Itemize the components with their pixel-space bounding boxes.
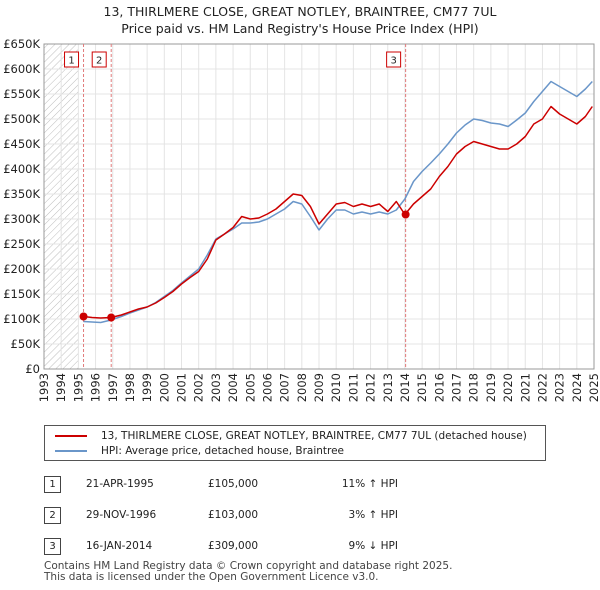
x-tick-label: 2017 (450, 373, 464, 402)
transaction-date: 29-NOV-1996 (86, 509, 157, 521)
x-tick-label: 2024 (570, 373, 584, 402)
legend-hpi: HPI: Average price, detached house, Brai… (45, 443, 344, 458)
x-tick-label: 2005 (243, 373, 257, 402)
sale-point (79, 312, 88, 321)
y-tick-label: £500K (3, 112, 40, 126)
x-tick-label: 1996 (89, 373, 103, 402)
x-tick-label: 2012 (364, 373, 378, 402)
y-tick-label: £50K (11, 337, 41, 351)
y-tick-label: £600K (3, 62, 40, 76)
x-tick-label: 2001 (175, 373, 189, 402)
transaction-hpi: 11% ↑ HPI (341, 478, 398, 490)
legend-property: 13, THIRLMERE CLOSE, GREAT NOTLEY, BRAIN… (45, 428, 527, 443)
x-tick-label: 2015 (415, 373, 429, 402)
marker-box (64, 51, 80, 68)
transaction-price: £105,000 (208, 478, 259, 490)
x-tick-label: 2025 (587, 373, 600, 402)
legend-hpi-swatch (55, 449, 87, 452)
x-tick-label: 2018 (467, 373, 481, 402)
x-tick-label: 2002 (192, 373, 206, 402)
legend: 13, THIRLMERE CLOSE, GREAT NOTLEY, BRAIN… (44, 425, 546, 461)
x-tick-label: 2010 (329, 373, 343, 402)
y-tick-label: £450K (3, 137, 40, 151)
chart-subtitle: Price paid vs. HM Land Registry's House … (121, 21, 479, 36)
legend-property-swatch (55, 434, 87, 437)
transaction-price: £103,000 (208, 509, 259, 521)
legend-hpi-label: HPI: Average price, detached house, Brai… (101, 444, 345, 457)
x-tick-label: 2020 (501, 373, 515, 402)
y-tick-label: £550K (3, 87, 40, 101)
plot-frame (43, 43, 595, 370)
marker-box (386, 51, 402, 68)
hpi-line (83, 80, 593, 324)
property-price-line (83, 105, 593, 319)
x-tick-label: 1998 (123, 373, 137, 402)
y-tick-label: £650K (3, 37, 40, 51)
transaction-number: 1 (44, 476, 61, 493)
footer: Contains HM Land Registry data © Crown c… (44, 561, 452, 583)
transaction-hpi: 3% ↑ HPI (348, 509, 398, 521)
sale-point (401, 210, 410, 219)
x-tick-label: 2016 (432, 373, 446, 402)
x-tick-label: 2022 (535, 373, 549, 402)
y-tick-label: £250K (3, 237, 40, 251)
y-tick-label: £200K (3, 262, 40, 276)
y-tick-label: £300K (3, 212, 40, 226)
marker-label: 1 (68, 56, 74, 67)
x-tick-label: 2009 (312, 373, 326, 402)
marker-box (91, 51, 107, 68)
y-tick-label: £400K (3, 162, 40, 176)
x-tick-label: 2014 (398, 373, 412, 402)
chart-title: 13, THIRLMERE CLOSE, GREAT NOTLEY, BRAIN… (103, 4, 497, 19)
y-tick-label: £100K (3, 312, 40, 326)
x-tick-label: 2006 (260, 373, 274, 402)
x-tick-label: 2013 (381, 373, 395, 402)
x-tick-label: 1993 (37, 373, 51, 402)
transaction-number: 2 (44, 507, 61, 524)
y-tick-label: £350K (3, 187, 40, 201)
x-tick-label: 2021 (518, 373, 532, 402)
marker-label: 2 (96, 56, 102, 67)
transaction-number: 3 (44, 538, 61, 555)
footer-copyright: Contains HM Land Registry data © Crown c… (44, 560, 453, 572)
x-tick-label: 2007 (278, 373, 292, 402)
y-tick-label: £150K (3, 287, 40, 301)
price-chart: £0 £50K £100K £150K £200K £250K £300K £350K £400… (3, 37, 600, 402)
x-tick-label: 2011 (346, 373, 360, 402)
transaction-hpi: 9% ↓ HPI (348, 540, 398, 552)
transaction-date: 21-APR-1995 (86, 478, 154, 490)
x-tick-label: 1994 (54, 373, 68, 402)
x-tick-label: 2019 (484, 373, 498, 402)
transaction-price: £309,000 (208, 540, 259, 552)
x-tick-label: 2000 (157, 373, 171, 402)
x-tick-label: 2003 (209, 373, 223, 402)
sale-point (107, 313, 116, 322)
x-tick-label: 1999 (140, 373, 154, 402)
x-tick-label: 2023 (553, 373, 567, 402)
x-tick-label: 1997 (106, 373, 120, 402)
legend-property-label: 13, THIRLMERE CLOSE, GREAT NOTLEY, BRAIN… (101, 429, 527, 442)
y-tick-label: £0 (25, 362, 40, 376)
x-tick-label: 1995 (71, 373, 85, 402)
footer-licence: This data is licensed under the Open Gov… (44, 571, 379, 583)
transaction-date: 16-JAN-2014 (86, 540, 153, 552)
marker-label: 3 (390, 56, 396, 67)
x-tick-label: 2008 (295, 373, 309, 402)
x-tick-label: 2004 (226, 373, 240, 402)
